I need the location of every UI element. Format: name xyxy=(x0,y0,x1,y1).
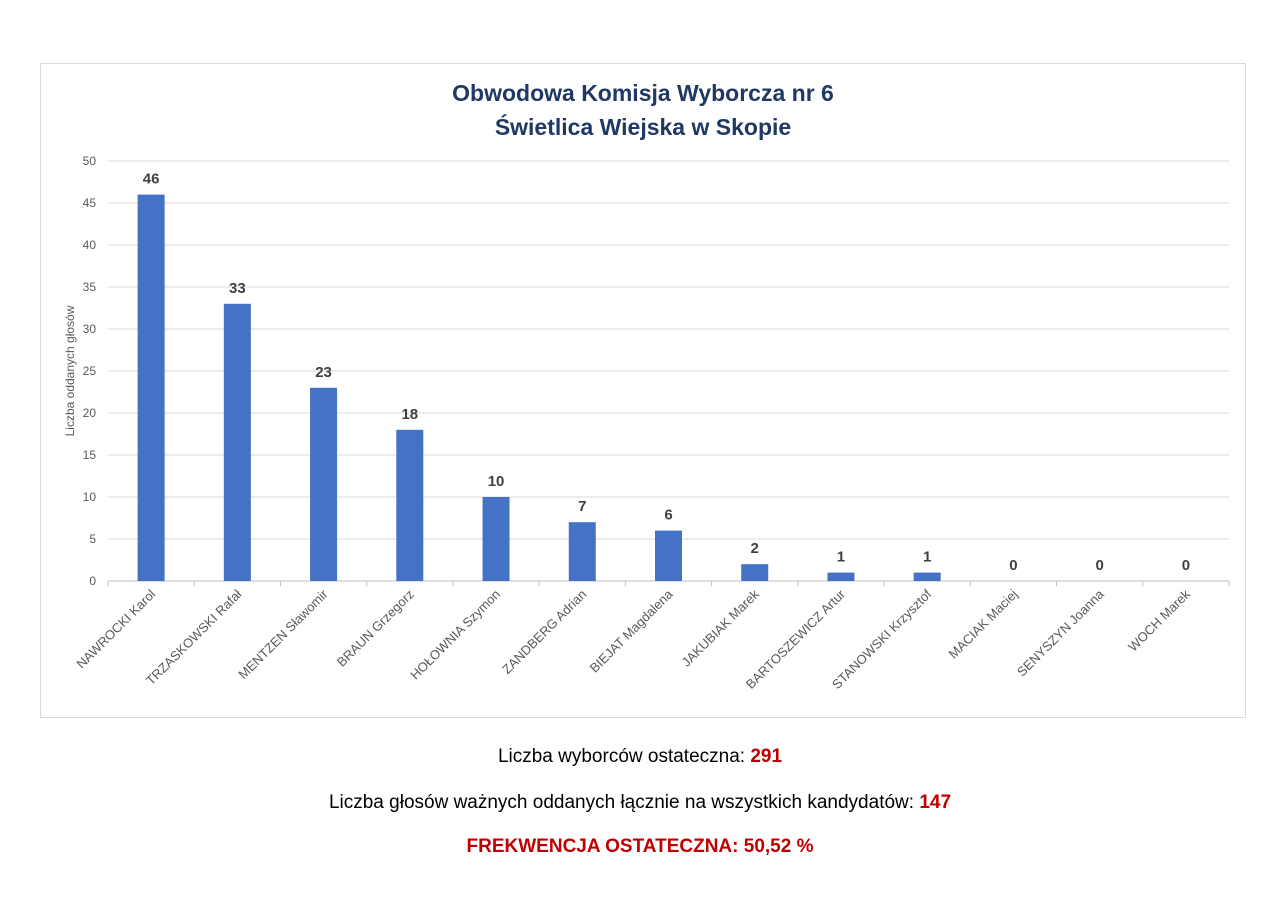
y-tick-label: 40 xyxy=(83,238,97,252)
y-tick-label: 20 xyxy=(83,406,97,420)
data-label: 1 xyxy=(837,549,845,566)
y-tick-label: 0 xyxy=(89,574,96,588)
y-tick-label: 15 xyxy=(83,448,97,462)
data-label: 23 xyxy=(315,364,332,381)
y-tick-label: 30 xyxy=(83,322,97,336)
voters-count-label: Liczba wyborców ostateczna: xyxy=(497,746,751,767)
y-tick-label: 45 xyxy=(83,196,97,210)
data-label: 0 xyxy=(1095,557,1103,574)
bar xyxy=(568,522,596,581)
valid-votes-line: Liczba głosów ważnych oddanych łącznie n… xyxy=(0,792,1280,814)
bar xyxy=(396,429,424,581)
data-label: 46 xyxy=(143,171,160,188)
valid-votes-label: Liczba głosów ważnych oddanych łącznie n… xyxy=(328,792,920,813)
data-label: 18 xyxy=(401,406,418,423)
data-label: 10 xyxy=(488,473,505,490)
bar xyxy=(223,303,251,581)
valid-votes-value: 147 xyxy=(919,792,952,813)
data-label: 1 xyxy=(923,549,931,566)
y-axis-label: Liczba oddanych głosów xyxy=(63,305,77,436)
voters-count-line: Liczba wyborców ostateczna: 291 xyxy=(0,746,1280,768)
bar xyxy=(310,387,338,581)
data-label: 0 xyxy=(1009,557,1017,574)
data-label: 0 xyxy=(1182,557,1190,574)
data-label: 2 xyxy=(751,540,759,557)
y-tick-label: 5 xyxy=(89,532,96,546)
data-label: 33 xyxy=(229,280,246,297)
chart-title-line2: Świetlica Wiejska w Skopie xyxy=(495,113,791,140)
y-tick-label: 10 xyxy=(83,490,97,504)
turnout: FREKWENCJA OSTATECZNA: 50,52 % xyxy=(466,836,814,857)
y-tick-label: 35 xyxy=(83,280,97,294)
voters-count-value: 291 xyxy=(750,746,783,767)
bar xyxy=(913,572,941,581)
bar xyxy=(655,530,682,581)
bar xyxy=(137,194,165,581)
bar xyxy=(827,572,855,581)
data-label: 7 xyxy=(578,498,586,515)
bar xyxy=(741,564,769,581)
y-tick-label: 25 xyxy=(83,364,97,378)
y-tick-label: 50 xyxy=(83,154,97,168)
chart-title-line1: Obwodowa Komisja Wyborcza nr 6 xyxy=(452,80,834,106)
bar xyxy=(482,497,510,581)
data-label: 6 xyxy=(664,507,672,524)
